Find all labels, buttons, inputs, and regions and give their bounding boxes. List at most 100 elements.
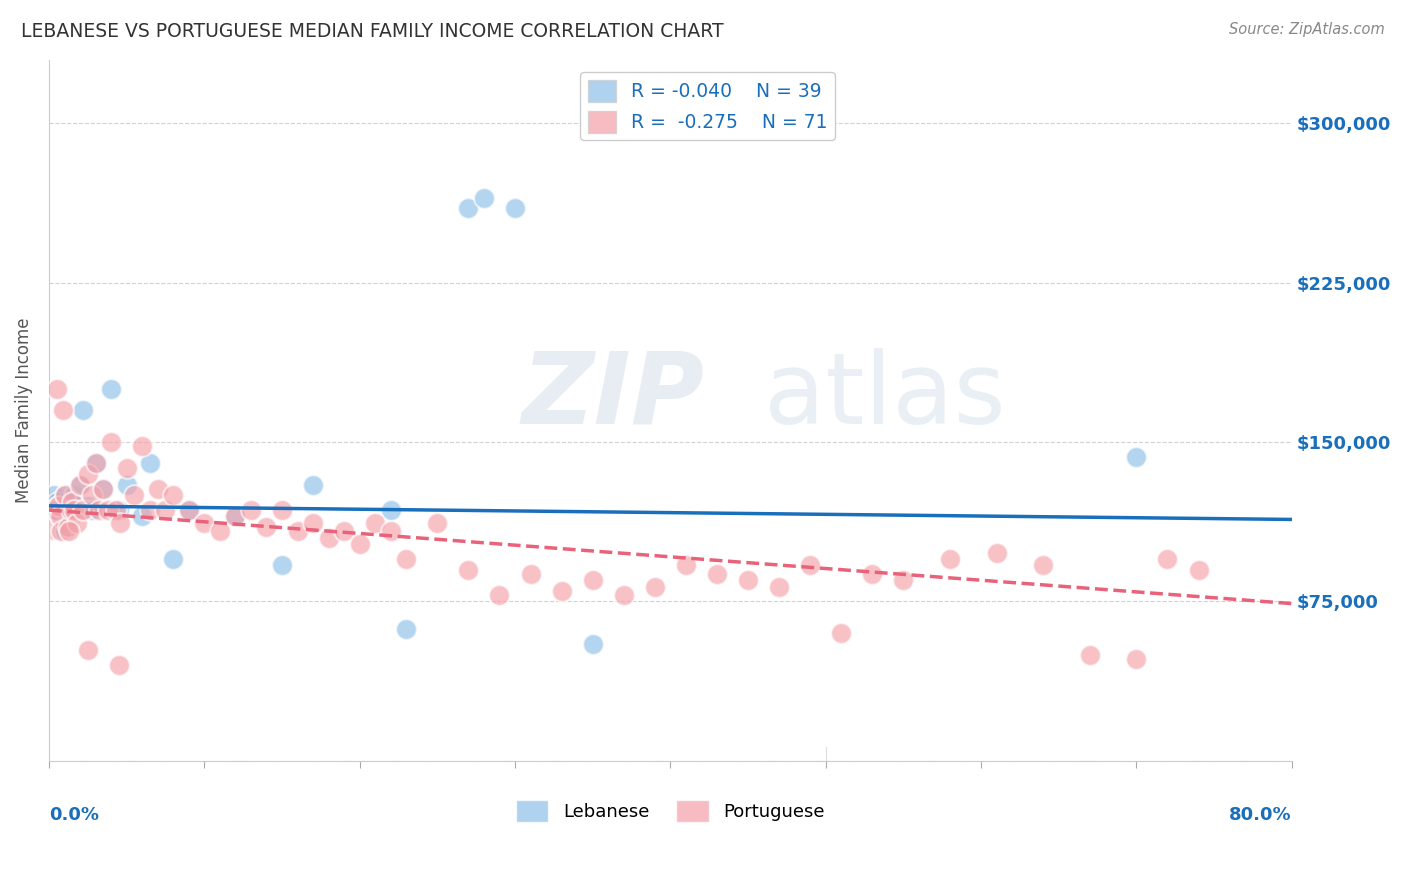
Point <box>82 488 104 502</box>
Point <box>644 580 666 594</box>
Point <box>256 520 278 534</box>
Point <box>84 456 107 470</box>
Point <box>84 456 107 470</box>
Point <box>63 488 86 502</box>
Point <box>1078 648 1101 662</box>
Point <box>519 566 541 581</box>
Point <box>100 382 122 396</box>
Point <box>139 503 162 517</box>
Point <box>53 488 76 502</box>
Point <box>115 460 138 475</box>
Point <box>69 477 91 491</box>
Point <box>613 588 636 602</box>
Point <box>76 467 98 481</box>
Point <box>799 558 821 573</box>
Point <box>550 583 572 598</box>
Text: atlas: atlas <box>763 348 1005 445</box>
Point <box>69 477 91 491</box>
Point <box>893 573 915 587</box>
Point <box>271 558 294 573</box>
Point <box>72 503 94 517</box>
Point <box>108 503 131 517</box>
Point <box>162 488 184 502</box>
Point <box>503 202 526 216</box>
Point <box>39 509 62 524</box>
Point <box>59 503 82 517</box>
Point <box>45 503 67 517</box>
Y-axis label: Median Family Income: Median Family Income <box>15 318 32 503</box>
Point <box>93 482 115 496</box>
Point <box>395 552 418 566</box>
Point <box>224 509 246 524</box>
Point <box>488 588 510 602</box>
Point <box>364 516 387 530</box>
Point <box>768 580 790 594</box>
Point <box>45 494 67 508</box>
Point <box>52 500 75 515</box>
Point <box>108 658 131 673</box>
Point <box>58 499 80 513</box>
Point <box>63 503 86 517</box>
Point <box>115 477 138 491</box>
Point <box>302 477 325 491</box>
Point <box>349 537 371 551</box>
Point <box>51 524 73 539</box>
Point <box>162 552 184 566</box>
Point <box>100 435 122 450</box>
Point <box>139 456 162 470</box>
Point <box>56 503 79 517</box>
Point <box>72 403 94 417</box>
Point <box>457 202 479 216</box>
Point <box>1156 552 1178 566</box>
Text: LEBANESE VS PORTUGUESE MEDIAN FAMILY INCOME CORRELATION CHART: LEBANESE VS PORTUGUESE MEDIAN FAMILY INC… <box>21 22 724 41</box>
Point <box>582 637 605 651</box>
Point <box>177 503 200 517</box>
Point <box>457 563 479 577</box>
Point <box>52 403 75 417</box>
Point <box>426 516 449 530</box>
Point <box>395 622 418 636</box>
Point <box>124 488 146 502</box>
Point <box>51 508 73 522</box>
Point <box>82 503 104 517</box>
Point <box>1187 563 1209 577</box>
Point <box>49 509 72 524</box>
Point <box>46 499 69 513</box>
Point <box>1032 558 1054 573</box>
Point <box>45 382 67 396</box>
Point <box>380 503 402 517</box>
Point <box>287 524 309 539</box>
Point <box>49 509 72 524</box>
Text: 0.0%: 0.0% <box>49 806 98 824</box>
Point <box>675 558 697 573</box>
Point <box>66 516 89 530</box>
Point <box>53 488 76 502</box>
Point <box>472 191 495 205</box>
Point <box>333 524 356 539</box>
Point <box>131 439 153 453</box>
Point <box>59 509 82 524</box>
Point <box>146 482 169 496</box>
Point <box>830 626 852 640</box>
Point <box>76 643 98 657</box>
Point <box>177 503 200 517</box>
Point <box>706 566 728 581</box>
Point <box>1125 652 1147 666</box>
Point <box>44 503 66 517</box>
Point <box>87 503 110 517</box>
Point <box>76 499 98 513</box>
Point <box>860 566 883 581</box>
Point <box>155 503 177 517</box>
Point <box>1125 450 1147 464</box>
Point <box>58 524 80 539</box>
Point <box>55 516 77 530</box>
Point <box>986 545 1008 559</box>
Point <box>110 516 132 530</box>
Legend: R = -0.040    N = 39, R =  -0.275    N = 71: R = -0.040 N = 39, R = -0.275 N = 71 <box>581 72 835 140</box>
Point <box>193 516 215 530</box>
Text: Source: ZipAtlas.com: Source: ZipAtlas.com <box>1229 22 1385 37</box>
Text: 80.0%: 80.0% <box>1229 806 1292 824</box>
Text: ZIP: ZIP <box>522 348 704 445</box>
Point <box>60 494 83 508</box>
Point <box>93 482 115 496</box>
